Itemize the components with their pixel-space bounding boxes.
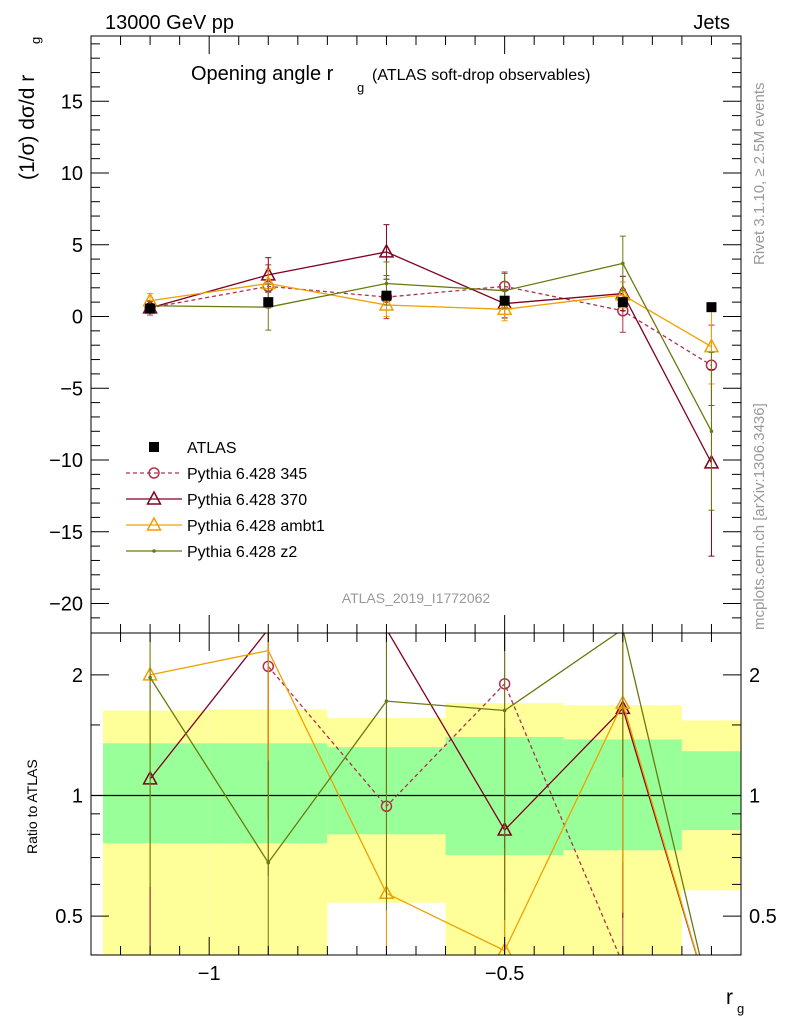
series-point: [378, 243, 395, 258]
ratio-point: [497, 942, 512, 955]
green-band: [103, 743, 210, 844]
ratio-point: [618, 959, 628, 969]
x-tick-label: −1: [198, 963, 221, 985]
ratio-y-tick-label-right: 2: [749, 665, 760, 687]
x-axis-label-subscript: g: [737, 1001, 744, 1016]
ratio-point: [148, 675, 152, 680]
legend-entry-2: Pythia 6.428 370: [126, 490, 307, 509]
series-line: [150, 262, 713, 432]
legend-label: Pythia 6.428 z2: [187, 544, 297, 561]
rivet-version-label: Rivet 3.1.10, ≥ 2.5M events: [751, 83, 768, 266]
legend-marker: [149, 442, 159, 452]
main-y-label-text: (1/σ) dσ/d r: [16, 75, 39, 180]
series-point: [709, 429, 714, 434]
series-4: [147, 235, 715, 511]
ratio-point: [266, 860, 271, 865]
legend-label: Pythia 6.428 370: [187, 492, 307, 509]
ratio-y-tick-label: 1: [72, 786, 83, 808]
legend-entry-4: Pythia 6.428 z2: [126, 544, 297, 561]
ratio-y-tick-label-right: 0.5: [749, 906, 777, 928]
legend-entry-3: Pythia 6.428 ambt1: [126, 516, 325, 535]
series-point: [384, 281, 389, 286]
main-y-tick-label: −20: [49, 594, 83, 616]
ratio-line: [149, 649, 698, 955]
series-point: [378, 296, 395, 311]
ratio-panel: 0.5 0.5 1 1 2 2 −1 −0.5: [55, 36, 777, 985]
legend-entry-atlas: ATLAS: [149, 440, 237, 457]
ratio-point: [384, 699, 389, 703]
main-y-tick-label: 0: [72, 307, 83, 329]
series-line: [149, 251, 713, 464]
ratio-line: [149, 633, 701, 955]
uncertainty-bands: [91, 703, 741, 955]
atlas-data-points: [145, 290, 717, 314]
ratio-y-tick-label: 0.5: [55, 906, 83, 928]
main-y-tick-label: −5: [60, 378, 83, 400]
ratio-y-axis-label: Ratio to ATLAS: [24, 759, 40, 854]
ratio-y-tick-label: 2: [72, 665, 83, 687]
main-y-label-subscript: g: [28, 37, 43, 44]
energy-label: 13000 GeV pp: [105, 12, 234, 34]
legend-label: Pythia 6.428 345: [187, 466, 307, 483]
green-band: [681, 751, 741, 831]
analysis-id-label: ATLAS_2019_I1772062: [342, 590, 491, 606]
main-y-tick-label: 5: [72, 235, 83, 257]
atlas-data-point: [263, 297, 274, 308]
atlas-data-point: [617, 297, 628, 308]
main-y-axis-label: (1/σ) dσ/d r: [16, 75, 39, 180]
atlas-data-point: [499, 295, 510, 306]
atlas-data-point: [706, 302, 717, 313]
chart-title: Opening angle r: [191, 63, 334, 85]
source-label: mcplots.cern.ch [arXiv:1306.3436]: [751, 403, 768, 630]
x-tick-label: −0.5: [485, 963, 524, 985]
legend-marker: [146, 516, 162, 531]
atlas-data-point: [145, 303, 156, 314]
legend-marker: [146, 490, 162, 505]
legend: ATLAS Pythia 6.428 345 Pythia 6.428 370 Pyt…: [126, 440, 325, 561]
series-line: [149, 282, 712, 348]
main-y-tick-label: 10: [61, 163, 83, 185]
chart-title-suffix: (ATLAS soft-drop observables): [372, 67, 590, 84]
series-point: [502, 288, 507, 293]
legend-label: Pythia 6.428 ambt1: [187, 518, 325, 535]
main-y-tick-label: −15: [49, 522, 83, 544]
legend-label: ATLAS: [187, 440, 237, 457]
x-axis-ticks: −1 −0.5: [90, 36, 742, 985]
ratio-series: [142, 633, 701, 969]
legend-marker: [148, 467, 160, 479]
series-point: [496, 300, 513, 316]
chart-title-subscript: g: [357, 80, 364, 95]
series-point: [621, 261, 625, 266]
main-y-tick-label: 15: [61, 91, 83, 113]
x-axis-label: r: [726, 986, 733, 1009]
main-y-ticks: −20 −15 −10 −5 0 5 10 15: [49, 43, 741, 619]
ratio-y-tick-label-right: 1: [749, 786, 760, 808]
series-line: [149, 285, 712, 366]
ratio-point: [502, 708, 507, 713]
main-panel: −20 −15 −10 −5 0 5 10 15: [49, 35, 742, 634]
ratio-y-ticks: 0.5 0.5 1 1 2 2: [55, 665, 777, 956]
atlas-data-point: [381, 290, 392, 301]
series-point: [703, 338, 720, 353]
main-y-tick-label: −10: [49, 450, 83, 472]
legend-entry-1: Pythia 6.428 345: [126, 466, 307, 483]
legend-marker: [152, 549, 156, 553]
ratio-series-4: [148, 633, 701, 955]
process-label: Jets: [693, 12, 730, 34]
